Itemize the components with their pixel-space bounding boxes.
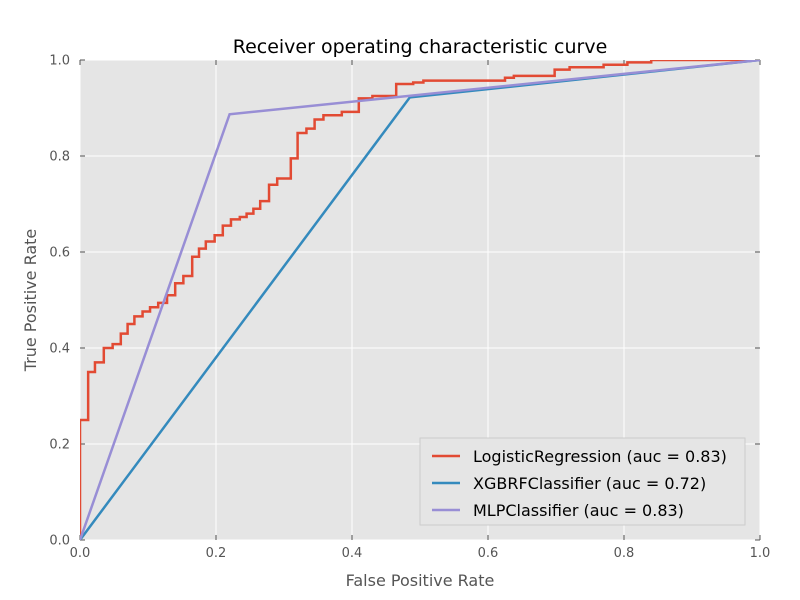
chart-title: Receiver operating characteristic curve xyxy=(233,36,608,58)
legend-label-1: XGBRFClassifier (auc = 0.72) xyxy=(473,474,706,493)
series-layer xyxy=(80,60,760,540)
x-axis-label: False Positive Rate xyxy=(346,571,495,590)
series-line-0 xyxy=(80,60,760,540)
y-axis-label: True Positive Rate xyxy=(21,229,40,373)
y-tick-label: 0.2 xyxy=(49,438,70,453)
x-tick-label: 0.8 xyxy=(614,546,635,561)
y-tick-label: 0.0 xyxy=(49,534,70,549)
y-tick-label: 0.8 xyxy=(49,150,70,165)
series-line-2 xyxy=(80,60,760,540)
y-tick-label: 0.4 xyxy=(49,342,70,357)
legend-label-2: MLPClassifier (auc = 0.83) xyxy=(473,501,684,520)
x-tick-label: 0.4 xyxy=(342,546,363,561)
x-tick-label: 1.0 xyxy=(750,546,771,561)
x-tick-label: 0.6 xyxy=(478,546,499,561)
y-tick-label: 1.0 xyxy=(49,54,70,69)
legend-label-0: LogisticRegression (auc = 0.83) xyxy=(473,447,727,466)
y-tick-label: 0.6 xyxy=(49,246,70,261)
x-tick-label: 0.0 xyxy=(70,546,91,561)
legend: LogisticRegression (auc = 0.83) XGBRFClas… xyxy=(419,437,746,526)
axis-ticks: 0.0 0.2 0.4 0.6 0.8 1.0 0.0 0.2 0.4 0.6 0.8 1.0 xyxy=(49,54,770,562)
legend-box xyxy=(419,437,746,526)
x-tick-label: 0.2 xyxy=(206,546,227,561)
